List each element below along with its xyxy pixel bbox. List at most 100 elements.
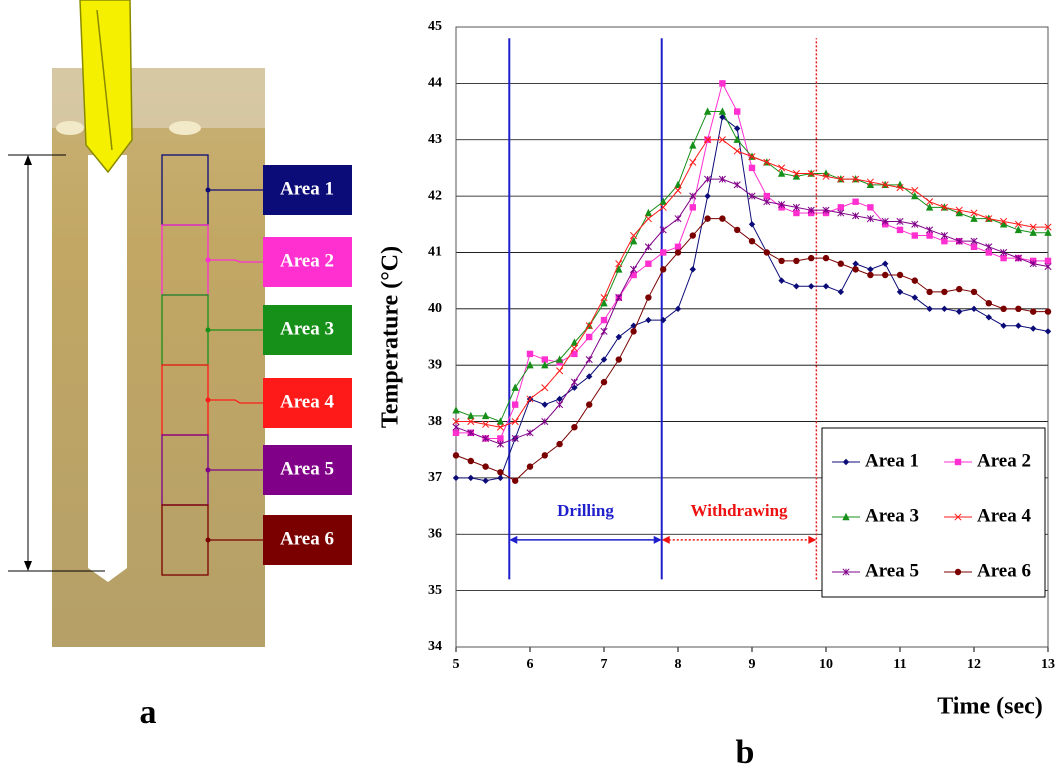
data-point [866,215,874,223]
data-point [630,271,637,279]
data-point [941,288,948,296]
data-point [763,198,771,206]
data-point [1014,254,1022,262]
data-point [763,249,770,256]
data-point [852,198,859,205]
data-point [586,373,593,380]
data-point [719,215,726,222]
data-point [793,209,800,217]
data-point [644,215,652,223]
data-point [881,181,889,189]
legend-marker [842,512,850,521]
y-axis-label: Temperature (°C) [378,246,404,428]
data-point [556,440,563,448]
data-point [704,175,712,183]
pore [169,121,201,135]
data-point [482,434,490,443]
area-label-box [263,378,352,428]
data-point [541,360,549,369]
data-point [496,440,504,448]
data-point [659,226,667,234]
data-point [645,260,652,267]
data-point [778,257,785,265]
arrow-head [509,535,518,544]
data-point [1015,322,1022,329]
data-point [1015,305,1022,313]
data-point [748,164,756,172]
data-point [452,406,460,414]
area-label-box [263,515,352,565]
x-tick-label: 13 [1041,657,1055,672]
data-point [808,254,815,262]
x-tick-label: 9 [749,657,756,672]
data-point [793,257,800,265]
series-line [456,81,1048,439]
data-point [600,327,608,335]
data-point [526,463,534,470]
data-point [600,298,608,307]
legend-marker [954,458,962,466]
data-point [1044,223,1052,231]
arrow-head [24,155,32,165]
data-point [689,204,696,211]
data-point [497,435,504,442]
data-point [511,434,519,443]
legend-label: Area 4 [977,505,1031,526]
plot-frame [455,26,1049,648]
data-point [615,293,623,302]
x-tick-label: 6 [527,657,534,672]
data-point [630,328,637,335]
data-point [970,209,978,217]
data-point [940,203,948,211]
data-point [955,206,963,214]
legend-label: Area 2 [977,450,1031,471]
data-point [541,417,549,426]
area-label-box [263,305,352,355]
data-point [837,288,844,296]
data-point [689,232,696,239]
data-point [452,423,460,431]
data-point [837,175,845,183]
data-point [1000,305,1007,313]
x-tick-label: 8 [675,657,682,672]
data-point [792,169,800,178]
data-point [866,180,875,189]
data-point [866,178,874,186]
data-point [1029,260,1037,268]
area-label: Area 3 [280,318,334,339]
data-point [600,316,608,324]
data-point [703,107,712,115]
data-point [748,192,756,200]
data-point [970,237,978,245]
data-point [748,221,756,228]
leader-line [208,259,263,263]
data-point [970,214,978,222]
data-point [630,265,638,273]
diagram [8,0,265,647]
data-point [556,395,563,403]
area-label: Area 4 [280,391,334,412]
annotation: Withdrawing [691,501,788,520]
y-tick-label: 35 [428,583,442,598]
data-point [571,350,578,358]
data-point [852,266,859,273]
arrow-head [653,535,662,544]
series-line [456,116,1049,482]
area-label: Area 6 [280,528,334,549]
legend-marker [954,568,962,576]
data-point [674,215,682,223]
data-point [718,107,727,115]
leader-line [208,399,263,404]
data-point [556,367,564,375]
data-point [941,305,948,313]
data-point [807,206,815,214]
data-point [837,260,844,267]
data-point [482,420,490,428]
data-point [719,80,726,87]
data-point [467,411,475,420]
data-point [526,360,534,369]
drill-hole [88,155,127,582]
data-point [497,469,504,476]
data-point [615,333,622,341]
legend-marker [842,568,850,576]
